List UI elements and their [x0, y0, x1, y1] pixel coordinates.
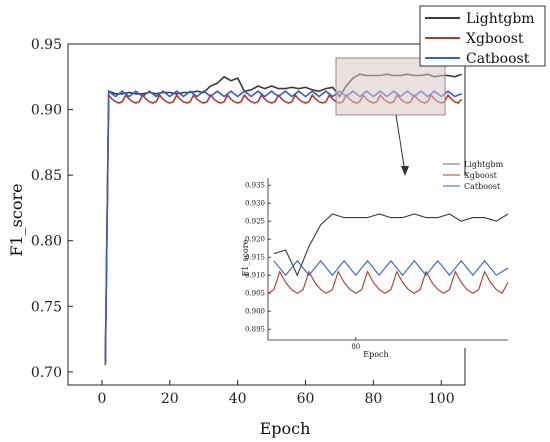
y-tick-label: 0.85 — [31, 168, 62, 184]
x-tick-label: 80 — [364, 391, 382, 407]
zoom-arrow-head — [401, 166, 409, 176]
inset-y-tick-label: 0.920 — [245, 236, 265, 244]
main-legend: Lightgbm Xgboost Catboost — [419, 5, 546, 67]
x-tick-label: 0 — [97, 391, 106, 407]
y-tick-label: 0.80 — [31, 234, 62, 250]
zoom-arrow — [395, 114, 406, 173]
inset-y-tick-label: 0.910 — [245, 272, 265, 280]
x-tick-label: 100 — [428, 391, 455, 407]
main-axes: 0 20 40 60 80 100 0.70 0.75 0.80 0.85 0.90 0.95 — [31, 37, 466, 407]
y-tick-label: 0.75 — [31, 299, 62, 315]
x-tick-label: 60 — [297, 391, 315, 407]
legend-label-lightgbm: Lightgbm — [466, 11, 535, 27]
y-tick-label: 0.90 — [31, 103, 62, 119]
inset-x-axis-title: Epoch — [363, 350, 388, 359]
x-tick-label: 40 — [229, 391, 247, 407]
inset-y-tick-label: 0.900 — [245, 308, 265, 316]
inset-series-line-catboost — [273, 259, 509, 277]
inset-y-tick-label: 0.930 — [245, 200, 265, 208]
inset-legend-label-lightgbm: Lightgbm — [464, 160, 504, 169]
x-axis-title: Epoch — [260, 419, 311, 438]
inset-y-axis-title: F1_score — [241, 239, 250, 276]
legend-label-xgboost: Xgboost — [466, 31, 524, 47]
y-tick-label: 0.70 — [31, 365, 62, 381]
inset-y-tick-label: 0.935 — [245, 182, 265, 190]
zoom-region — [335, 57, 446, 116]
inset-x-tick-label: 80 — [351, 343, 360, 351]
inset-legend-label-xgboost: Xgboost — [464, 171, 498, 180]
inset-series-line-lightgbm — [273, 213, 509, 277]
y-tick-label: 0.95 — [31, 37, 62, 53]
inset-y-tick-label: 0.915 — [245, 254, 265, 262]
inset-legend: Lightgbm Xgboost Catboost — [443, 160, 504, 191]
x-tick-label: 20 — [161, 391, 179, 407]
legend-label-catboost: Catboost — [466, 51, 530, 67]
inset-chart: 0.895 0.900 0.905 0.910 0.915 0.920 0.925 0.930… — [240, 160, 510, 359]
inset-legend-label-catboost: Catboost — [464, 182, 501, 191]
y-axis-title: F1_score — [7, 183, 26, 256]
inset-y-tick-label: 0.895 — [245, 326, 265, 334]
inset-y-tick-label: 0.925 — [245, 218, 265, 226]
inset-y-tick-label: 0.905 — [245, 290, 265, 298]
